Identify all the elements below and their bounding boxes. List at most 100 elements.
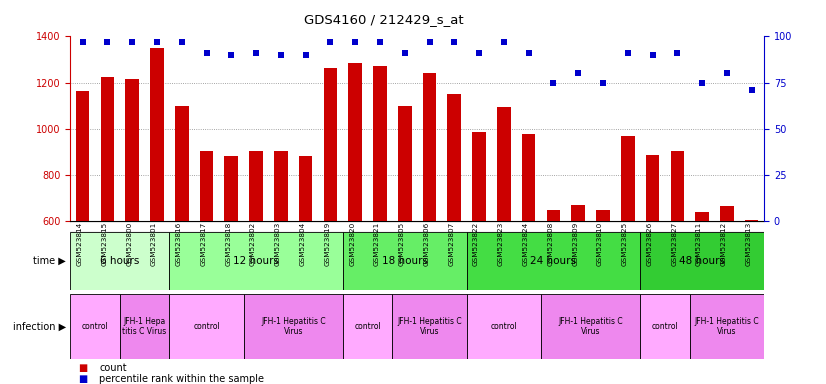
- Text: 18 hours: 18 hours: [382, 256, 428, 266]
- Text: GSM523810: GSM523810: [597, 221, 603, 266]
- Point: [200, 50, 213, 56]
- Text: GDS4160 / 212429_s_at: GDS4160 / 212429_s_at: [304, 13, 464, 26]
- Bar: [175, 106, 188, 221]
- Point: [621, 50, 634, 56]
- Text: 48 hours: 48 hours: [679, 256, 725, 266]
- Point: [150, 39, 164, 45]
- Text: ■: ■: [78, 363, 88, 373]
- Bar: [497, 107, 510, 221]
- Bar: [467, 232, 640, 290]
- Bar: [373, 66, 387, 221]
- Text: GSM523814: GSM523814: [77, 221, 83, 266]
- Point: [225, 52, 238, 58]
- Bar: [398, 106, 411, 221]
- Text: JFH-1 Hepatitis C
Virus: JFH-1 Hepatitis C Virus: [695, 317, 759, 336]
- Text: GSM523801: GSM523801: [151, 221, 157, 266]
- Point: [497, 39, 510, 45]
- Bar: [70, 232, 169, 290]
- Text: GSM523804: GSM523804: [300, 221, 306, 266]
- Bar: [126, 79, 139, 221]
- Point: [596, 79, 610, 86]
- Bar: [120, 294, 169, 359]
- Point: [572, 70, 585, 76]
- Point: [299, 52, 312, 58]
- Bar: [70, 294, 120, 359]
- Bar: [572, 205, 585, 221]
- Point: [423, 39, 436, 45]
- Text: GSM523822: GSM523822: [473, 221, 479, 266]
- Text: 24 hours: 24 hours: [530, 256, 577, 266]
- Bar: [467, 294, 541, 359]
- Text: GSM523809: GSM523809: [572, 221, 578, 266]
- Bar: [244, 294, 343, 359]
- Text: JFH-1 Hepatitis C
Virus: JFH-1 Hepatitis C Virus: [558, 317, 623, 336]
- Text: count: count: [99, 363, 126, 373]
- Text: GSM523807: GSM523807: [449, 221, 454, 266]
- Point: [398, 50, 411, 56]
- Point: [522, 50, 535, 56]
- Bar: [343, 232, 467, 290]
- Point: [695, 79, 709, 86]
- Bar: [150, 48, 164, 221]
- Point: [373, 39, 387, 45]
- Text: ■: ■: [78, 374, 88, 384]
- Bar: [720, 206, 733, 221]
- Point: [720, 70, 733, 76]
- Text: GSM523820: GSM523820: [349, 221, 355, 266]
- Point: [249, 50, 263, 56]
- Bar: [547, 210, 560, 221]
- Bar: [76, 91, 89, 221]
- Point: [126, 39, 139, 45]
- Text: GSM523826: GSM523826: [647, 221, 653, 266]
- Bar: [522, 134, 535, 221]
- Point: [448, 39, 461, 45]
- Point: [646, 52, 659, 58]
- Bar: [646, 155, 659, 221]
- Point: [274, 52, 287, 58]
- Bar: [200, 151, 213, 221]
- Bar: [101, 77, 114, 221]
- Bar: [690, 294, 764, 359]
- Bar: [621, 136, 634, 221]
- Text: GSM523827: GSM523827: [672, 221, 677, 266]
- Point: [324, 39, 337, 45]
- Bar: [472, 132, 486, 221]
- Bar: [423, 73, 436, 221]
- Point: [101, 39, 114, 45]
- Bar: [169, 294, 244, 359]
- Text: GSM523800: GSM523800: [126, 221, 132, 266]
- Text: JFH-1 Hepa
titis C Virus: JFH-1 Hepa titis C Virus: [122, 317, 167, 336]
- Bar: [745, 220, 758, 221]
- Text: JFH-1 Hepatitis C
Virus: JFH-1 Hepatitis C Virus: [261, 317, 325, 336]
- Text: GSM523812: GSM523812: [721, 221, 727, 266]
- Text: control: control: [82, 322, 108, 331]
- Text: percentile rank within the sample: percentile rank within the sample: [99, 374, 264, 384]
- Text: GSM523805: GSM523805: [399, 221, 405, 266]
- Bar: [695, 212, 709, 221]
- Point: [472, 50, 486, 56]
- Text: GSM523811: GSM523811: [696, 221, 702, 266]
- Point: [175, 39, 188, 45]
- Bar: [324, 68, 337, 221]
- Bar: [169, 232, 343, 290]
- Bar: [274, 151, 287, 221]
- Text: control: control: [193, 322, 220, 331]
- Text: GSM523803: GSM523803: [275, 221, 281, 266]
- Bar: [392, 294, 467, 359]
- Text: GSM523818: GSM523818: [225, 221, 231, 266]
- Bar: [343, 294, 392, 359]
- Text: time ▶: time ▶: [33, 256, 66, 266]
- Bar: [541, 294, 640, 359]
- Text: control: control: [491, 322, 517, 331]
- Point: [76, 39, 89, 45]
- Bar: [299, 156, 312, 221]
- Bar: [596, 210, 610, 221]
- Text: GSM523806: GSM523806: [424, 221, 430, 266]
- Bar: [225, 156, 238, 221]
- Point: [349, 39, 362, 45]
- Text: GSM523816: GSM523816: [176, 221, 182, 266]
- Text: GSM523813: GSM523813: [746, 221, 752, 266]
- Text: GSM523802: GSM523802: [250, 221, 256, 266]
- Text: 12 hours: 12 hours: [233, 256, 279, 266]
- Bar: [640, 294, 690, 359]
